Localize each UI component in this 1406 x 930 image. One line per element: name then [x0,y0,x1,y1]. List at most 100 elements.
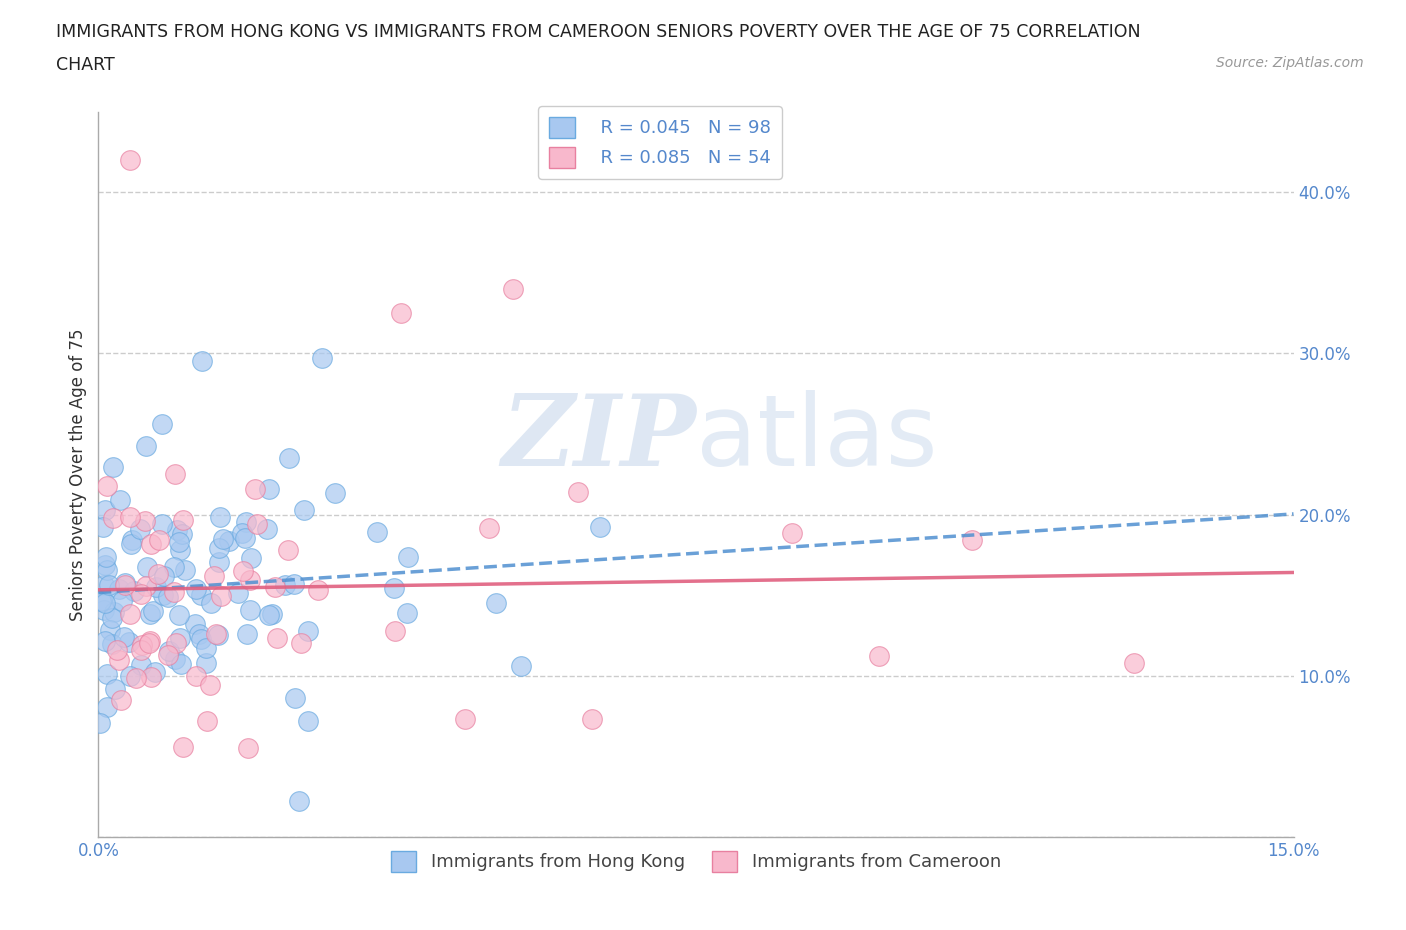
Point [240,551,263,565]
Point [94,502,117,517]
Point [502,282,524,297]
Point [104,682,127,697]
Point [236,740,259,755]
Point [174,563,197,578]
Point [96,667,118,682]
Point [243,482,266,497]
Point [589,520,612,535]
Point [163,559,186,574]
Point [195,656,218,671]
Point [152,588,174,603]
Point [145,579,167,594]
Point [184,617,207,631]
Point [277,542,299,557]
Point [121,533,143,548]
Y-axis label: Seniors Poverty Over the Age of 75: Seniors Poverty Over the Age of 75 [69,328,87,620]
Point [148,533,170,548]
Point [172,512,194,527]
Point [165,467,187,482]
Point [93,603,115,618]
Point [139,634,162,649]
Point [284,691,307,706]
Point [510,658,533,673]
Point [118,510,141,525]
Point [384,624,406,639]
Point [202,569,225,584]
Point [96,479,118,494]
Point [226,586,249,601]
Point [325,485,347,500]
Point [165,652,187,667]
Point [211,531,233,546]
Point [98,578,121,592]
Point [259,607,281,622]
Point [1123,656,1146,671]
Point [235,531,257,546]
Point [292,503,315,518]
Point [290,636,312,651]
Point [150,417,173,432]
Point [135,559,157,574]
Point [262,606,284,621]
Point [169,631,191,645]
Point [190,632,212,647]
Point [114,578,136,592]
Point [395,605,418,620]
Point [297,713,319,728]
Point [231,525,253,540]
Point [105,643,128,658]
Point [114,576,136,591]
Point [129,522,152,537]
Point [94,634,117,649]
Point [150,516,173,531]
Point [239,572,262,587]
Point [103,511,125,525]
Point [208,510,231,525]
Point [101,611,124,626]
Point [396,550,419,565]
Point [131,638,153,653]
Point [166,523,188,538]
Point [239,603,262,618]
Point [266,631,288,645]
Point [297,623,319,638]
Point [103,459,125,474]
Point [122,583,145,598]
Text: ZIP: ZIP [501,390,696,486]
Point [125,671,148,685]
Point [134,513,156,528]
Point [366,525,388,539]
Point [188,627,211,642]
Point [94,596,117,611]
Point [311,351,333,365]
Point [129,643,152,658]
Point [138,636,160,651]
Point [156,590,179,604]
Point [170,657,193,671]
Point [232,564,254,578]
Point [236,626,259,641]
Point [169,542,191,557]
Point [454,711,477,726]
Point [246,517,269,532]
Point [263,579,285,594]
Point [209,589,232,604]
Point [139,670,162,684]
Point [278,451,301,466]
Point [120,669,142,684]
Point [165,635,187,650]
Point [218,534,240,549]
Point [121,537,143,551]
Point [143,664,166,679]
Point [478,521,501,536]
Point [148,566,170,581]
Text: atlas: atlas [696,390,938,486]
Point [485,595,508,610]
Point [142,604,165,618]
Point [780,525,803,540]
Point [94,558,117,573]
Point [93,578,115,592]
Point [195,641,218,656]
Point [96,550,118,565]
Point [962,532,984,547]
